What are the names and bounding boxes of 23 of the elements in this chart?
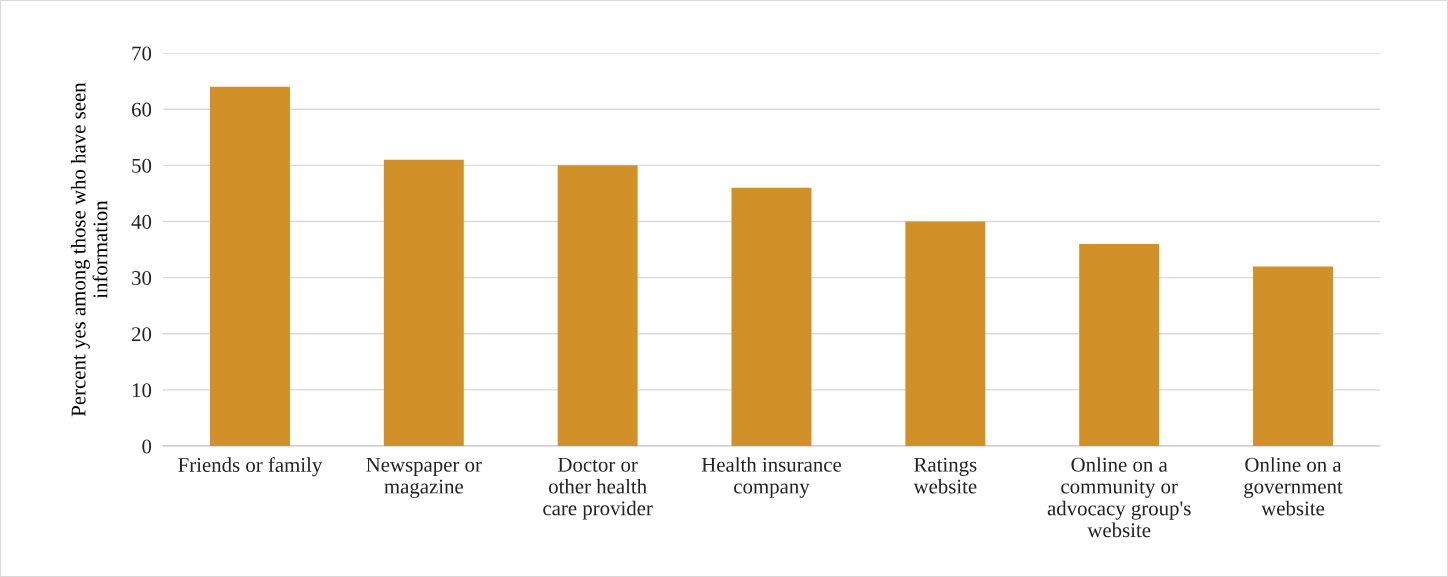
x-tick-label: Friends or family <box>178 457 323 477</box>
y-tick-label: 0 <box>142 439 152 454</box>
x-tick-label: Online on a community or advocacy group's website <box>1047 457 1191 538</box>
x-tick-label: Doctor or other health care provider <box>543 457 653 520</box>
x-tick-label: Newspaper or magazine <box>366 457 482 498</box>
bar <box>209 86 290 447</box>
bar <box>557 165 638 447</box>
y-axis-title: Percent yes among those who have seen information <box>70 82 108 417</box>
x-tick-label: Online on a government website <box>1244 457 1343 516</box>
y-tick-label: 70 <box>132 46 152 61</box>
x-tick-label: Ratings website <box>913 457 977 494</box>
bar <box>383 159 464 447</box>
y-tick-label: 10 <box>132 383 152 398</box>
bar <box>1253 266 1334 447</box>
y-tick-label: 60 <box>132 102 152 117</box>
y-tick-label: 20 <box>132 327 152 342</box>
bar <box>905 221 986 447</box>
y-tick-label: 50 <box>132 158 152 173</box>
bar <box>731 187 812 447</box>
bar <box>1079 243 1160 447</box>
y-tick-label: 30 <box>132 270 152 286</box>
y-tick-label: 40 <box>131 214 152 229</box>
x-tick-label: Health insurance company <box>701 457 842 498</box>
